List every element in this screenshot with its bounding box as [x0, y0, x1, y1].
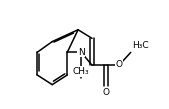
Text: O: O: [103, 88, 110, 97]
Text: N: N: [78, 48, 85, 57]
Text: CH₃: CH₃: [73, 67, 90, 76]
Text: O: O: [115, 60, 122, 69]
Text: H₃C: H₃C: [132, 41, 149, 50]
